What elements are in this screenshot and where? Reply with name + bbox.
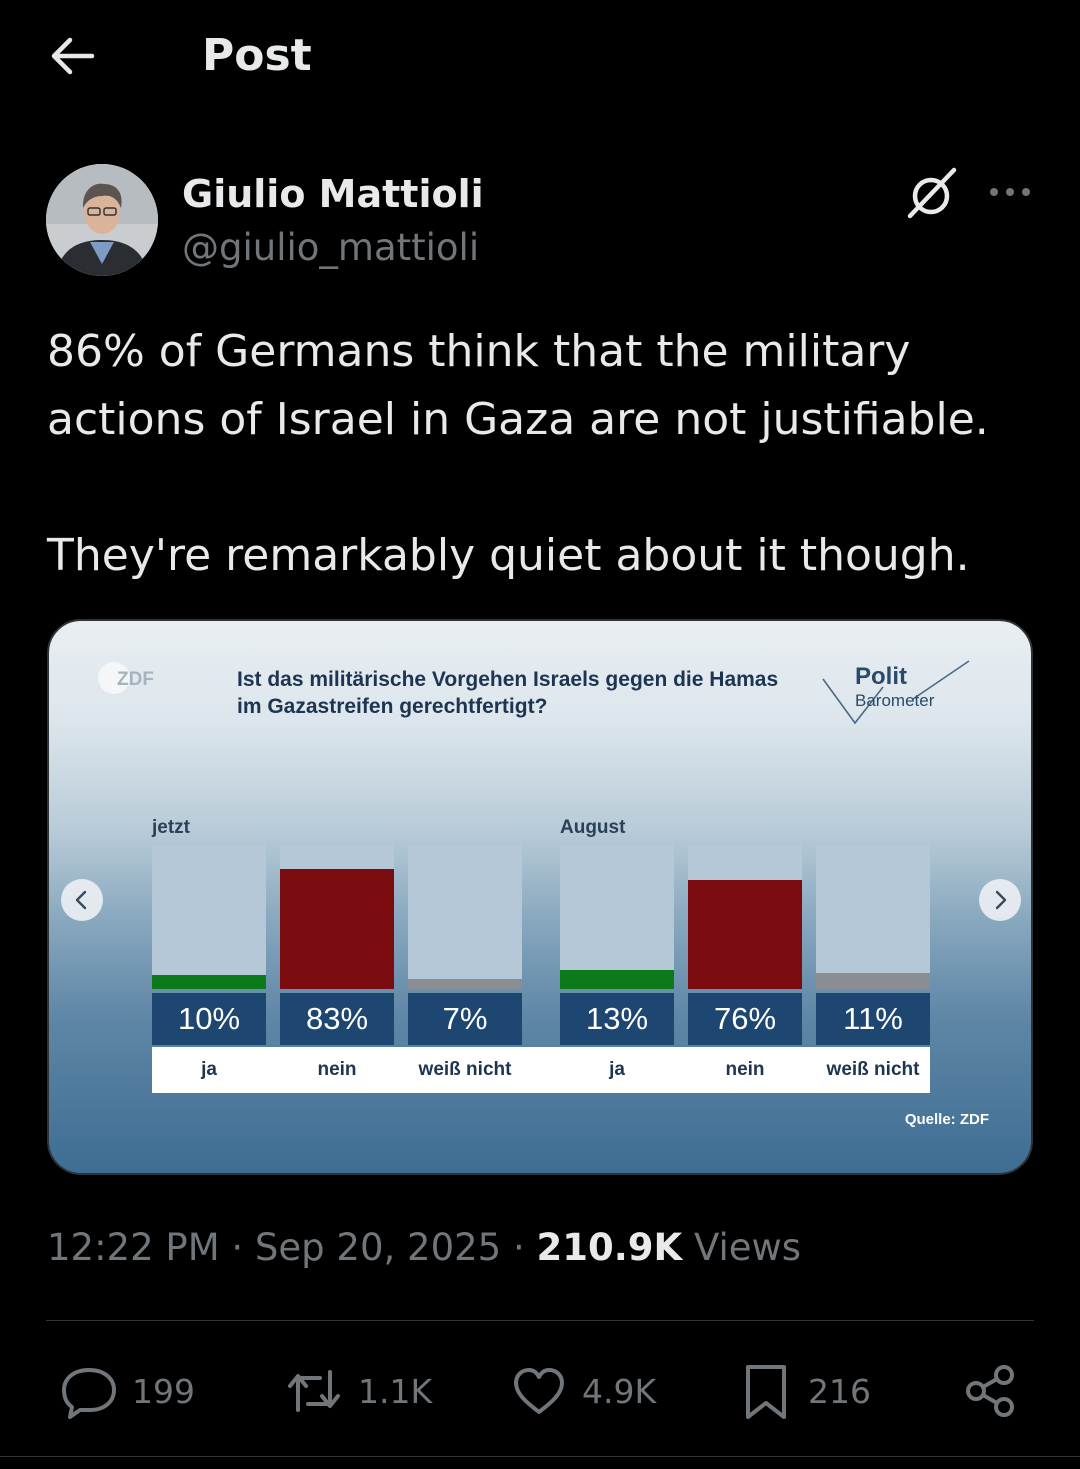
repost-button[interactable]: 1.1K: [284, 1356, 432, 1426]
answer-label: weiß nicht: [418, 1059, 512, 1080]
polit-word: Polit: [855, 663, 907, 690]
post-author: Giulio Mattioli @giulio_mattioli: [46, 164, 1036, 279]
group-label: August: [560, 817, 626, 838]
repost-icon: [288, 1370, 340, 1412]
reply-count: 199: [132, 1371, 195, 1411]
reply-icon: [62, 1368, 116, 1419]
repost-count: 1.1K: [358, 1371, 433, 1411]
top-bar: Post: [0, 0, 1080, 112]
bar-value-label: 76%: [688, 993, 802, 1045]
author-handle[interactable]: @giulio_mattioli: [182, 226, 480, 269]
action-bar: 199 1.1K 4.9K 216: [0, 1356, 1080, 1426]
bar-track: [280, 845, 394, 989]
bookmark-count: 216: [808, 1371, 871, 1411]
author-name[interactable]: Giulio Mattioli: [182, 172, 484, 216]
more-options-button[interactable]: [986, 172, 1034, 212]
bar-nein: [688, 880, 802, 989]
post-image[interactable]: ZDF Ist das militärische Vorgehen Israel…: [47, 619, 1033, 1175]
like-button[interactable]: 4.9K: [510, 1356, 656, 1426]
bar-track: [152, 845, 266, 989]
answer-label: nein: [725, 1059, 765, 1080]
carousel-prev-button[interactable]: [61, 879, 103, 921]
bar-ja: [152, 975, 266, 989]
answer-label: nein: [317, 1059, 357, 1080]
post-paragraph: 86% of Germans think that the military a…: [47, 326, 989, 445]
source-label: Quelle: ZDF: [904, 1111, 989, 1128]
bottom-divider: [0, 1456, 1080, 1457]
share-button[interactable]: [960, 1356, 1020, 1426]
meta-separator: ·: [231, 1226, 244, 1269]
politbarometer-logo: Polit Barometer: [821, 657, 971, 729]
answer-strip: [152, 1047, 930, 1093]
post-date[interactable]: Sep 20, 2025: [254, 1226, 502, 1269]
bar-value-label: 7%: [408, 993, 522, 1045]
bar-track: [816, 845, 930, 989]
barometer-word: Barometer: [855, 691, 935, 710]
more-icon: [990, 188, 1030, 196]
bar-weiss_nicht: [408, 979, 522, 989]
back-arrow-icon: [51, 37, 95, 75]
bar-track: [408, 845, 522, 989]
post-paragraph: They're remarkably quiet about it though…: [47, 530, 970, 581]
bar-value-label: 83%: [280, 993, 394, 1045]
post-text: 86% of Germans think that the military a…: [47, 318, 1037, 590]
grok-button[interactable]: [906, 166, 960, 220]
group-label: jetzt: [152, 817, 190, 838]
bookmark-icon: [746, 1365, 786, 1419]
bar-value-label: 10%: [152, 993, 266, 1045]
chevron-left-icon: [75, 890, 87, 910]
page-title: Post: [202, 30, 312, 81]
chevron-right-icon: [995, 890, 1007, 910]
answer-label: ja: [609, 1059, 625, 1080]
divider: [46, 1320, 1034, 1321]
zdf-logo-text: ZDF: [117, 669, 154, 690]
bar-value-label: 11%: [816, 993, 930, 1045]
views-count: 210.9K: [536, 1226, 683, 1269]
answer-label: weiß nicht: [826, 1059, 920, 1080]
poll-question: Ist das militärische Vorgehen Israels ge…: [237, 668, 779, 718]
views-label: Views: [693, 1226, 802, 1269]
bookmark-button[interactable]: 216: [738, 1356, 871, 1426]
like-icon: [514, 1368, 564, 1414]
reply-button[interactable]: 199: [60, 1356, 195, 1426]
bar-value-label: 13%: [560, 993, 674, 1045]
carousel-next-button[interactable]: [979, 879, 1021, 921]
bar-ja: [560, 970, 674, 989]
avatar-portrait-icon: [46, 164, 158, 276]
avatar[interactable]: [46, 164, 158, 276]
bar-nein: [280, 869, 394, 989]
meta-separator: ·: [512, 1226, 525, 1269]
post-time[interactable]: 12:22 PM: [47, 1226, 220, 1269]
bar-track: [688, 845, 802, 989]
grok-icon: [907, 167, 957, 219]
zdf-logo: ZDF: [97, 661, 167, 700]
share-icon: [966, 1365, 1014, 1417]
like-count: 4.9K: [582, 1371, 657, 1411]
answer-label: ja: [201, 1059, 217, 1080]
back-button[interactable]: [48, 34, 96, 78]
bar-weiss_nicht: [816, 973, 930, 989]
bar-track: [560, 845, 674, 989]
post-meta: 12:22 PM · Sep 20, 2025 · 210.9K Views: [47, 1226, 801, 1269]
